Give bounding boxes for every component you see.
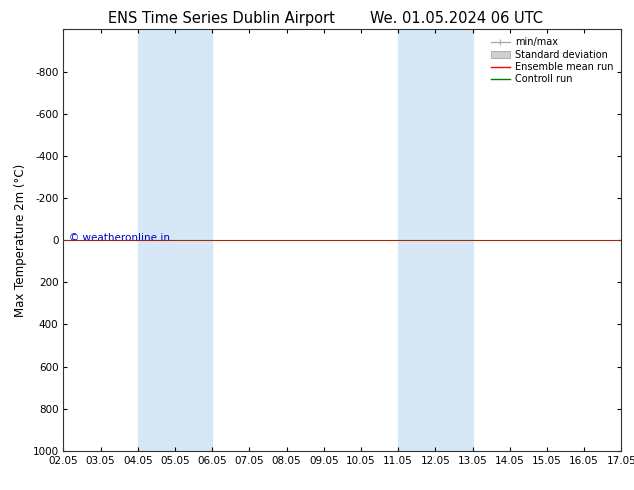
Text: We. 01.05.2024 06 UTC: We. 01.05.2024 06 UTC [370,11,543,26]
Bar [138,29,212,451]
Y-axis label: Max Temperature 2m (°C): Max Temperature 2m (°C) [14,164,27,317]
Legend: min/max, Standard deviation, Ensemble mean run, Controll run: min/max, Standard deviation, Ensemble me… [488,34,616,87]
Bar [398,29,472,451]
Text: ENS Time Series Dublin Airport: ENS Time Series Dublin Airport [108,11,335,26]
Text: © weatheronline.in: © weatheronline.in [69,233,170,243]
